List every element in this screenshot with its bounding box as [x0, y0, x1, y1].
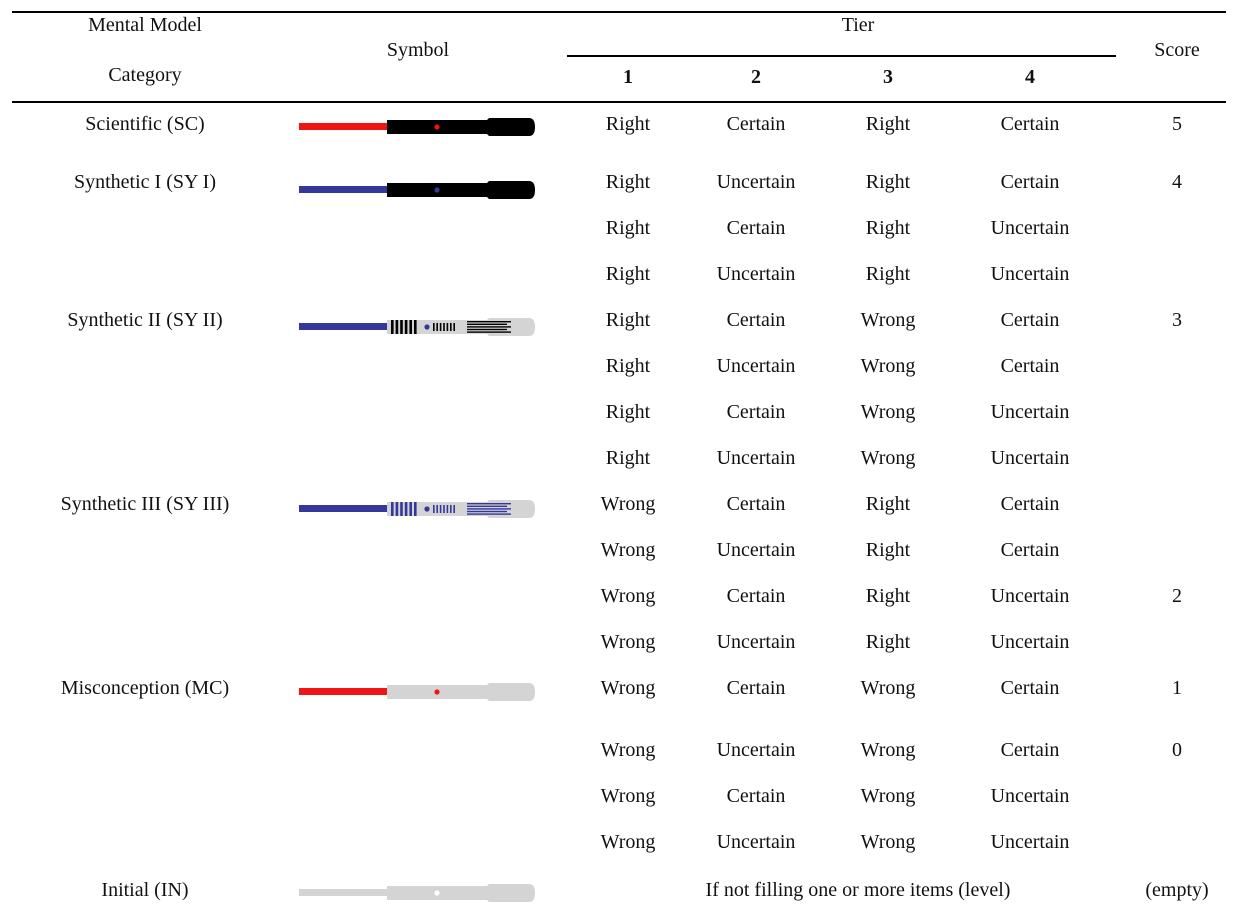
row-score: 3 [1172, 309, 1182, 331]
cell-tier3: Wrong [860, 447, 916, 469]
row-category-initial: Initial (IN) [101, 879, 189, 901]
cell-tier4: Uncertain [990, 263, 1070, 285]
cell-tier2: Certain [726, 401, 786, 423]
header-tier-1: 1 [623, 66, 633, 88]
cell-tier4: Certain [1000, 539, 1060, 561]
cell-tier1: Right [605, 447, 651, 469]
cell-tier4: Uncertain [990, 831, 1070, 853]
cell-tier2: Uncertain [716, 263, 796, 285]
cell-tier3: Right [865, 263, 911, 285]
cell-tier4: Uncertain [990, 447, 1070, 469]
cell-tier1: Wrong [600, 785, 656, 807]
cell-tier1: Wrong [600, 585, 656, 607]
cell-tier1: Right [605, 263, 651, 285]
cell-tier1: Right [605, 309, 651, 331]
cell-tier3: Wrong [860, 309, 916, 331]
row-score: 2 [1172, 585, 1182, 607]
cell-tier1: Right [605, 355, 651, 377]
cell-tier1: Wrong [600, 631, 656, 653]
cell-tier1: Right [605, 217, 651, 239]
cell-tier4: Uncertain [990, 785, 1070, 807]
header-tier-4: 4 [1025, 66, 1035, 88]
cell-tier4: Certain [1000, 355, 1060, 377]
cell-tier1: Right [605, 171, 651, 193]
cell-tier3: Wrong [860, 677, 916, 699]
cell-tier2: Certain [726, 493, 786, 515]
row-score: 1 [1172, 677, 1182, 699]
cell-tier2: Uncertain [716, 631, 796, 653]
cell-tier1: Wrong [600, 539, 656, 561]
cell-tier2: Certain [726, 113, 786, 135]
cell-tier2: Uncertain [716, 355, 796, 377]
cell-tier4: Uncertain [990, 217, 1070, 239]
row-category: Synthetic III (SY III) [60, 493, 230, 515]
initial-score: (empty) [1145, 879, 1209, 901]
cell-tier4: Uncertain [990, 401, 1070, 423]
header-category-line2: Category [108, 64, 182, 86]
cell-tier3: Wrong [860, 739, 916, 761]
cell-tier2: Certain [726, 585, 786, 607]
tier-rule [567, 55, 1116, 57]
cell-tier2: Certain [726, 677, 786, 699]
table-top-rule [12, 11, 1226, 13]
cell-tier4: Certain [1000, 309, 1060, 331]
symbol-synthetic-3 [299, 500, 535, 518]
cell-tier4: Uncertain [990, 585, 1070, 607]
header-tier-3: 3 [883, 66, 893, 88]
cell-tier1: Right [605, 113, 651, 135]
row-category: Scientific (SC) [85, 113, 205, 135]
header-tier: Tier [841, 14, 875, 36]
cell-tier3: Right [865, 113, 911, 135]
cell-tier3: Right [865, 631, 911, 653]
row-score: 0 [1172, 739, 1182, 761]
header-tier-2: 2 [751, 66, 761, 88]
cell-tier2: Certain [726, 785, 786, 807]
cell-tier2: Uncertain [716, 171, 796, 193]
initial-note: If not filling one or more items (level) [705, 879, 1011, 901]
cell-tier3: Wrong [860, 355, 916, 377]
header-category-line1: Mental Model [88, 14, 202, 36]
symbol-misconception [299, 683, 535, 701]
cell-tier1: Wrong [600, 677, 656, 699]
header-bottom-rule [12, 101, 1226, 103]
symbol-synthetic-1 [299, 181, 535, 199]
cell-tier4: Certain [1000, 113, 1060, 135]
symbol-initial [299, 884, 535, 902]
cell-tier3: Wrong [860, 831, 916, 853]
row-score: 5 [1172, 113, 1182, 135]
cell-tier3: Right [865, 217, 911, 239]
cell-tier3: Right [865, 585, 911, 607]
cell-tier3: Wrong [860, 785, 916, 807]
cell-tier2: Uncertain [716, 539, 796, 561]
header-score: Score [1154, 39, 1200, 61]
cell-tier3: Right [865, 493, 911, 515]
cell-tier1: Wrong [600, 739, 656, 761]
row-score: 4 [1172, 171, 1182, 193]
cell-tier4: Certain [1000, 171, 1060, 193]
row-category: Synthetic II (SY II) [67, 309, 223, 331]
cell-tier3: Wrong [860, 401, 916, 423]
cell-tier4: Uncertain [990, 631, 1070, 653]
cell-tier2: Uncertain [716, 739, 796, 761]
cell-tier2: Certain [726, 309, 786, 331]
cell-tier2: Uncertain [716, 831, 796, 853]
cell-tier1: Wrong [600, 493, 656, 515]
cell-tier2: Certain [726, 217, 786, 239]
symbol-synthetic-2 [299, 318, 535, 336]
cell-tier3: Right [865, 539, 911, 561]
header-symbol: Symbol [386, 39, 450, 61]
cell-tier4: Certain [1000, 677, 1060, 699]
cell-tier1: Wrong [600, 831, 656, 853]
row-category: Synthetic I (SY I) [73, 171, 217, 193]
row-category: Misconception (MC) [60, 677, 230, 699]
cell-tier4: Certain [1000, 493, 1060, 515]
cell-tier4: Certain [1000, 739, 1060, 761]
symbol-scientific [299, 118, 535, 136]
cell-tier1: Right [605, 401, 651, 423]
cell-tier3: Right [865, 171, 911, 193]
cell-tier2: Uncertain [716, 447, 796, 469]
